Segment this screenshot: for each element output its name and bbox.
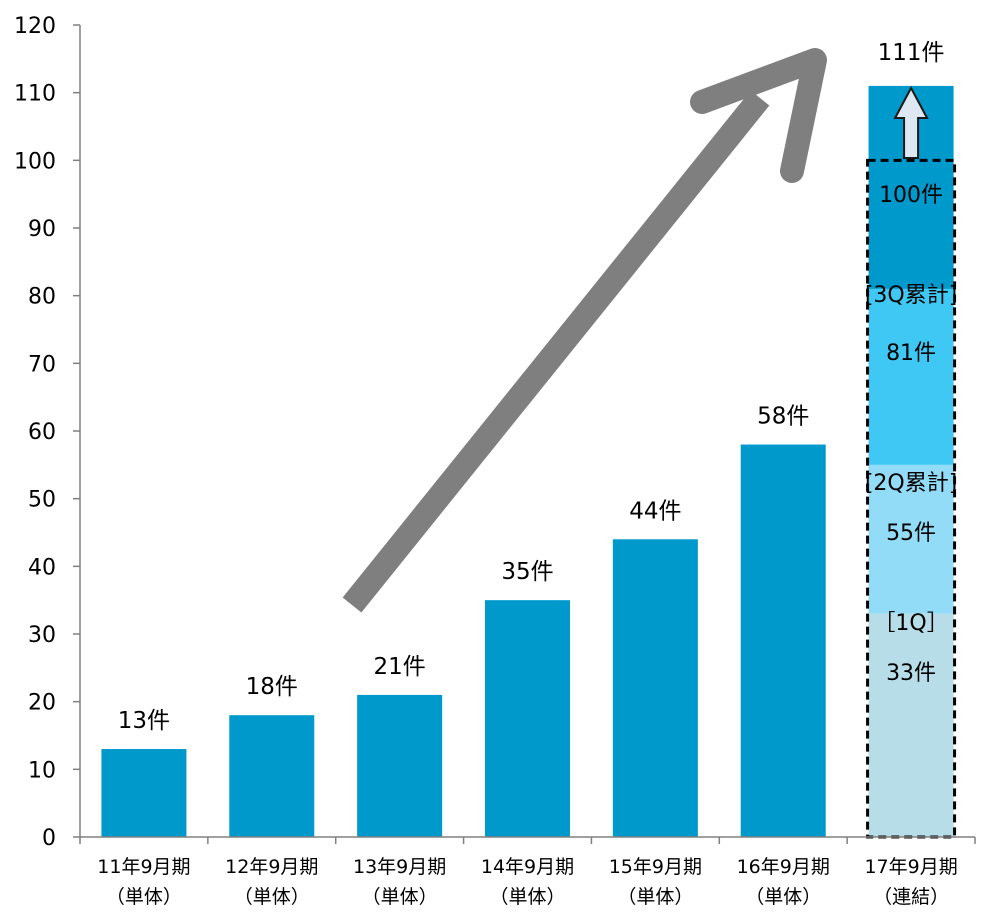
data-label: 21件 (374, 654, 426, 680)
trend-arrow-head (690, 48, 827, 183)
bar (612, 539, 698, 837)
segment-label: [2Q累計] (865, 471, 957, 496)
bar-segment (868, 613, 954, 837)
x-tick-label: 12年9月期 (225, 856, 318, 878)
x-tick-label: 17年9月期 (864, 856, 957, 878)
up-arrow-icon (893, 85, 929, 159)
y-tick-label: 110 (14, 82, 56, 107)
bar (101, 749, 187, 837)
x-tick-label: （単体） (234, 886, 310, 908)
segment-label: ［1Q］ (873, 611, 948, 636)
x-tick-label: （単体） (745, 886, 821, 908)
segment-label: [3Q累計] (865, 283, 957, 308)
data-label: 111件 (878, 40, 945, 66)
x-tick-label: （単体） (362, 886, 438, 908)
segment-value-label: 55件 (886, 521, 936, 546)
data-label: 18件 (246, 674, 298, 700)
y-tick-label: 30 (28, 623, 56, 648)
bar-segment (868, 464, 954, 614)
x-tick-label: （単体） (489, 886, 565, 908)
value-labels: 13件 18件 21件 35件 44件 58件 111件 ［1Q］ 33件 [2Q累計] 55件 [3… (118, 40, 958, 734)
trend-arrow-shaft (342, 90, 770, 613)
y-axis: 0 10 20 30 40 50 60 70 80 90 100 110 120 (14, 14, 81, 851)
data-label: 35件 (501, 559, 553, 585)
bars (101, 85, 957, 839)
data-label: 44件 (629, 498, 681, 524)
bar (485, 600, 570, 837)
y-tick-label: 120 (14, 14, 56, 39)
y-tick-label: 20 (28, 691, 56, 716)
bar-segment (868, 288, 954, 465)
segment-value-label: 33件 (886, 661, 936, 686)
bar (357, 694, 443, 837)
x-tick-label: （単体） (106, 886, 182, 908)
x-tick-label: 11年9月期 (97, 856, 190, 878)
x-tick-label: （単体） (617, 886, 693, 908)
x-tick-label: 13年9月期 (353, 856, 446, 878)
y-tick-label: 10 (28, 758, 56, 783)
data-label: 58件 (757, 404, 809, 430)
x-tick-label: （連結） (873, 886, 949, 908)
y-tick-label: 50 (28, 488, 56, 513)
y-tick-label: 100 (14, 149, 56, 174)
y-tick-label: 60 (28, 420, 56, 445)
y-tick-label: 90 (28, 217, 56, 242)
y-tick-label: 70 (28, 352, 56, 377)
bar (740, 444, 826, 837)
y-tick-label: 80 (28, 285, 56, 310)
segment-value-label: 81件 (886, 341, 936, 366)
y-tick-label: 0 (42, 826, 56, 851)
data-label: 13件 (118, 708, 170, 734)
x-tick-label: 14年9月期 (481, 856, 574, 878)
trend-arrow (342, 48, 929, 613)
segment-value-label: 100件 (879, 183, 943, 208)
x-axis: 11年9月期 （単体） 12年9月期 （単体） 13年9月期 （単体） 14年9月期 （単体）… (79, 836, 976, 908)
x-tick-label: 15年9月期 (609, 856, 702, 878)
x-tick-label: 16年9月期 (737, 856, 830, 878)
bar (229, 715, 315, 837)
y-tick-label: 40 (28, 555, 56, 580)
